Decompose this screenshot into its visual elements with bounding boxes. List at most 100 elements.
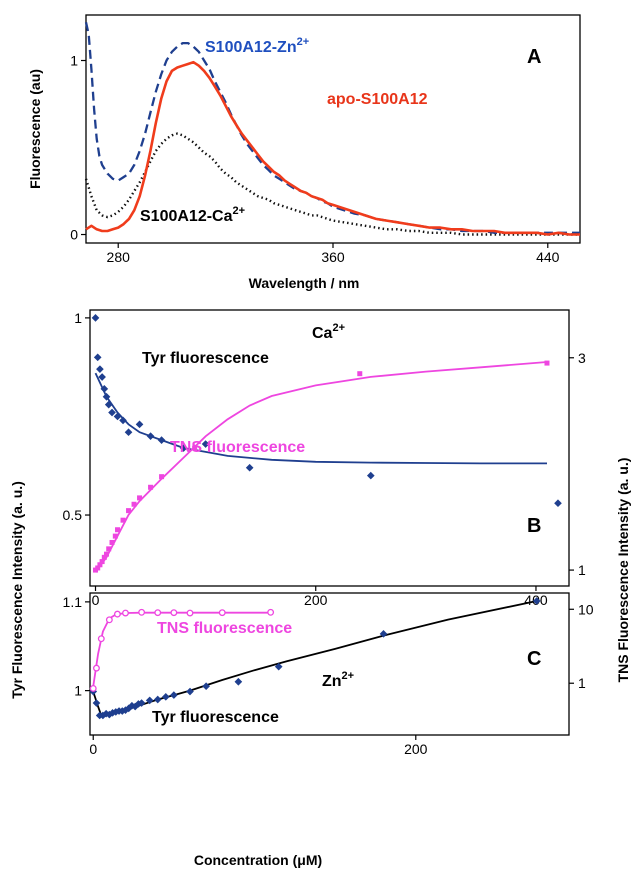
panel-label-b: B (527, 515, 541, 537)
c-point-tyr-fluorescence (379, 630, 388, 638)
c-point-tns-fluorescence (186, 609, 194, 617)
b-point-tns-fluorescence (97, 562, 103, 568)
c-point-tyr-fluorescence (153, 695, 162, 704)
b-x-tick-200-label: 200 (304, 592, 328, 608)
b-point-tyr-fluorescence (146, 432, 155, 440)
panel-a-plot (84, 21, 580, 236)
panel-c-ticks: 0 200 1 1.1 1 10 (63, 594, 594, 757)
panel-a-ticks: 280 360 440 0 1 (70, 53, 559, 265)
c-point-tns-fluorescence (89, 684, 97, 692)
panel-c-plot (89, 597, 541, 720)
panel-b-ion-sup: 2+ (332, 322, 345, 334)
b-point-tyr-fluorescence (201, 440, 210, 448)
b-point-tns-fluorescence (148, 484, 154, 490)
panel-label-a: A (527, 46, 541, 68)
panel-c: 0 200 1 1.1 1 10 TNS fluorescence Zn2+ Tyr fl… (63, 592, 594, 868)
panel-a-x-axis-label: Wavelength / nm (249, 275, 360, 291)
series-line-s100a12-zn2- (84, 21, 580, 234)
b-point-tyr-fluorescence (108, 408, 116, 417)
series-line-apo-s100a12 (85, 60, 580, 236)
b-point-tns-fluorescence (104, 551, 110, 557)
b-point-tns-fluorescence (131, 501, 137, 507)
panel-a-y-axis-label: Fluorescence (au) (27, 69, 43, 189)
panel-c-ion-label: Zn2+ (322, 670, 354, 690)
b-point-tyr-fluorescence (104, 400, 113, 409)
panel-a: 280 360 440 0 1 Wavelength / nm Fluorescence… (27, 14, 581, 291)
panel-c-ion-text: Zn (322, 673, 342, 690)
c-point-tyr-fluorescence (532, 597, 541, 605)
b-point-tns-fluorescence (115, 527, 121, 533)
b-point-tns-fluorescence (159, 474, 165, 480)
right-y-axis-label: TNS Fluorescence Intensity (a. u.) (615, 458, 631, 683)
b-point-tns-fluorescence (120, 517, 126, 523)
c-yr-tick-1-label: 1 (578, 675, 586, 691)
a-x-tick-280-label: 280 (107, 249, 131, 265)
a-x-tick-360-label: 360 (321, 249, 345, 265)
b-point-tyr-fluorescence (98, 373, 106, 381)
c-point-tns-fluorescence (122, 609, 129, 617)
b-point-tns-fluorescence (106, 546, 112, 552)
c-yr-tick-10-label: 10 (578, 601, 594, 617)
b-fit-tyr-fluorescence (94, 372, 547, 465)
c-x-tick-200-label: 200 (404, 741, 428, 757)
a-x-tick-440-label: 440 (536, 249, 560, 265)
c-point-tyr-fluorescence (186, 687, 194, 696)
panel-b-ion-text: Ca (312, 325, 333, 342)
b-yl-tick-1-label: 1 (74, 310, 82, 326)
c-point-tyr-fluorescence (202, 682, 210, 691)
b-point-tyr-fluorescence (100, 385, 109, 393)
b-yr-tick-1-label: 1 (578, 562, 586, 578)
b-point-tyr-fluorescence (119, 416, 127, 425)
b-point-tyr-fluorescence (91, 314, 100, 322)
b-point-tyr-fluorescence (554, 499, 562, 508)
b-point-tns-fluorescence (95, 565, 101, 571)
series-label-ca-sup: 2+ (233, 205, 246, 217)
b-point-tyr-fluorescence (157, 436, 166, 444)
panel-c-tns-label: TNS fluorescence (157, 620, 292, 637)
b-point-tns-fluorescence (544, 360, 550, 366)
c-point-tyr-fluorescence (161, 693, 170, 701)
b-point-tyr-fluorescence (96, 365, 104, 373)
panel-b-frame (89, 309, 570, 587)
c-point-tns-fluorescence (218, 609, 226, 617)
b-point-tns-fluorescence (357, 371, 363, 377)
b-point-tyr-fluorescence (366, 471, 375, 480)
b-point-tyr-fluorescence (135, 420, 144, 429)
a-y-tick-0-label: 0 (70, 227, 78, 243)
b-point-tns-fluorescence (112, 533, 118, 539)
series-label-apo: apo-S100A12 (327, 91, 428, 108)
b-point-tns-fluorescence (101, 554, 107, 560)
panel-c-ion-sup: 2+ (342, 670, 355, 682)
panel-label-c: C (527, 648, 541, 670)
b-point-tyr-fluorescence (179, 444, 188, 452)
b-point-tns-fluorescence (99, 559, 105, 565)
c-yl-tick-1.1-label: 1.1 (63, 594, 83, 610)
series-label-zn: S100A12-Zn2+ (205, 36, 309, 56)
panel-c-frame (89, 592, 570, 736)
panel-b-tns-label: TNS fluorescence (170, 439, 305, 456)
c-point-tyr-fluorescence (92, 699, 101, 707)
panel-c-x-axis-label: Concentration (μM) (194, 852, 322, 868)
c-point-tyr-fluorescence (274, 662, 283, 671)
c-x-tick-0-label: 0 (89, 741, 97, 757)
c-point-tns-fluorescence (105, 616, 113, 624)
b-x-tick-0-label: 0 (92, 592, 100, 608)
panel-b-ion-label: Ca2+ (312, 322, 345, 342)
b-point-tns-fluorescence (192, 445, 198, 451)
b-point-tyr-fluorescence (102, 392, 111, 401)
c-yl-tick-1-label: 1 (74, 683, 82, 699)
b-point-tyr-fluorescence (124, 428, 133, 437)
c-point-tyr-fluorescence (137, 699, 146, 707)
b-point-tyr-fluorescence (113, 412, 122, 421)
series-label-ca: S100A12-Ca2+ (140, 205, 245, 225)
c-point-tyr-fluorescence (234, 677, 243, 686)
b-point-tyr-fluorescence (245, 463, 254, 472)
b-point-tns-fluorescence (126, 508, 132, 514)
b-point-tns-fluorescence (109, 539, 115, 545)
c-point-tyr-fluorescence (145, 696, 154, 705)
series-label-zn-text: S100A12-Zn (205, 39, 297, 56)
a-y-tick-1-label: 1 (70, 53, 78, 69)
b-fit-tns-fluorescence (94, 361, 548, 573)
